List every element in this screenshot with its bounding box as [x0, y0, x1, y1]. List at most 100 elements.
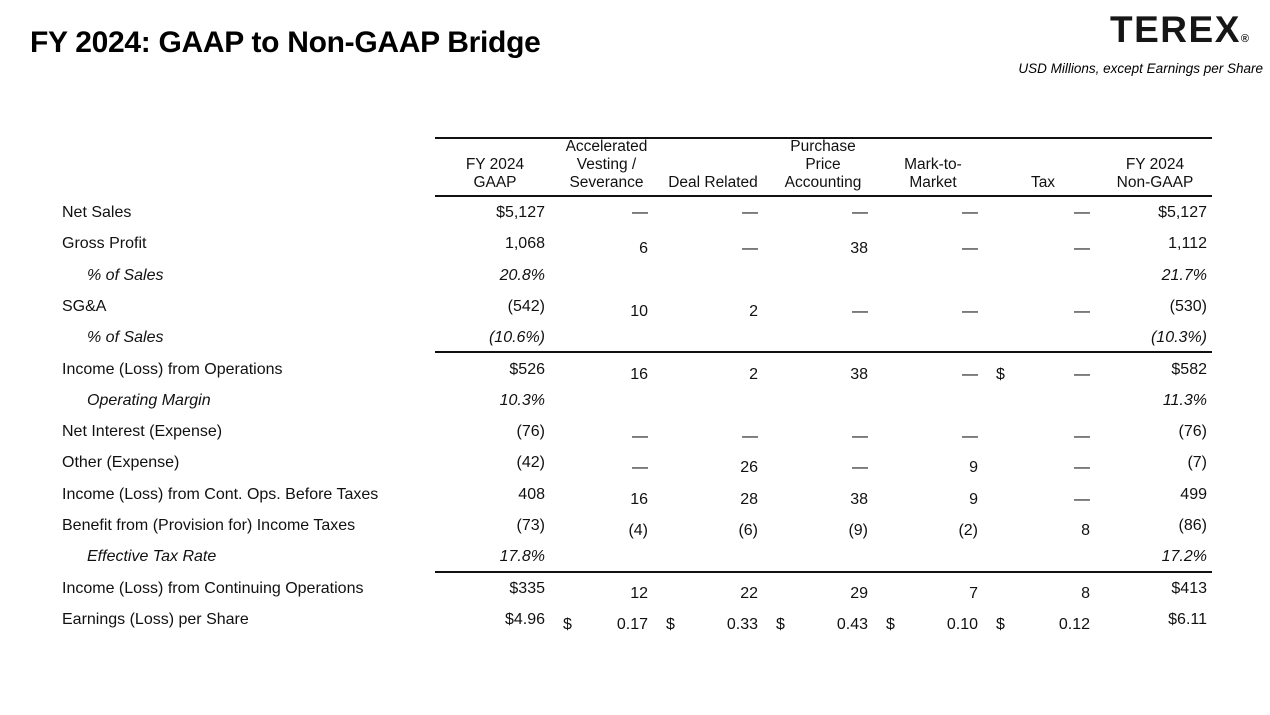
cell: 10: [555, 303, 658, 321]
cell: 16: [555, 366, 658, 384]
cell: —: [768, 428, 878, 446]
cell-value: —: [632, 427, 648, 445]
cell: —: [658, 240, 768, 258]
cell-value: —: [962, 203, 978, 221]
cell-value: 408: [518, 485, 545, 503]
cell-value: 38: [850, 365, 868, 383]
cell-value: 0.33: [726, 615, 758, 633]
column-header: Accelerated Vesting / Severance: [555, 138, 658, 194]
cell: 8: [988, 522, 1098, 540]
currency-prefix: $: [886, 615, 895, 633]
brand-block: TEREX® USD Millions, except Earnings per…: [943, 9, 1263, 77]
cell: (530): [1098, 298, 1212, 316]
cell: $413: [1098, 580, 1212, 598]
cell: 499: [1098, 486, 1212, 504]
cell-value: (76): [1178, 422, 1207, 440]
cell: —: [878, 428, 988, 446]
row-label: Benefit from (Provision for) Income Taxe…: [62, 516, 356, 534]
cell: 7: [878, 585, 988, 603]
currency-prefix: $: [776, 615, 785, 633]
cell-value: —: [742, 427, 758, 445]
cell-value: 499: [1180, 485, 1207, 503]
cell: 38: [768, 491, 878, 509]
cell-value: $4.96: [504, 610, 545, 628]
row-label: Gross Profit: [62, 234, 147, 252]
cell: 1,112: [1098, 235, 1212, 253]
cell-value: —: [962, 239, 978, 257]
table-row: Income (Loss) from Continuing Operations…: [0, 573, 1212, 604]
column-header-line: Tax: [1030, 174, 1056, 191]
cell: (10.6%): [435, 329, 555, 347]
cell-value: 10: [630, 302, 648, 320]
cell: 38: [768, 366, 878, 384]
cell-value: (542): [507, 297, 545, 315]
cell: —: [878, 366, 988, 384]
cell: 28: [658, 491, 768, 509]
cell-value: 20.8%: [499, 266, 545, 284]
cell: $0.17: [555, 616, 658, 634]
cell-value: —: [1074, 490, 1090, 508]
cell-value: 26: [740, 458, 758, 476]
column-header: Deal Related: [658, 174, 768, 194]
column-header-line: Price: [805, 156, 841, 173]
column-header-line: Vesting /: [576, 156, 637, 173]
cell: 6: [555, 240, 658, 258]
column-header: Purchase Price Accounting: [768, 138, 878, 194]
cell: 16: [555, 491, 658, 509]
cell: $0.33: [658, 616, 768, 634]
units-subtitle: USD Millions, except Earnings per Share: [1018, 61, 1263, 76]
cell-value: 28: [740, 490, 758, 508]
cell: (6): [658, 522, 768, 540]
cell-value: 22: [740, 584, 758, 602]
cell-value: —: [852, 427, 868, 445]
cell-value: 38: [850, 490, 868, 508]
column-header-line: Accelerated: [565, 138, 648, 155]
cell: 9: [878, 491, 988, 509]
cell-value: 6: [639, 239, 648, 257]
cell: —: [878, 303, 988, 321]
row-label: % of Sales: [87, 266, 164, 284]
cell: —: [988, 303, 1098, 321]
cell-value: 9: [969, 490, 978, 508]
cell: —: [555, 204, 658, 222]
cell-value: 1,112: [1168, 234, 1207, 252]
cell-value: 16: [630, 490, 648, 508]
cell: —: [658, 204, 768, 222]
cell-value: (10.6%): [488, 328, 545, 346]
cell: 1,068: [435, 235, 555, 253]
cell: $0.43: [768, 616, 878, 634]
cell-value: —: [1074, 365, 1090, 383]
cell-value: —: [962, 365, 978, 383]
cell-value: —: [852, 302, 868, 320]
cell-value: (6): [738, 521, 758, 539]
cell: (9): [768, 522, 878, 540]
row-label: Other (Expense): [62, 453, 180, 471]
cell-value: 0.10: [946, 615, 978, 633]
cell-value: (42): [516, 453, 545, 471]
page-title: FY 2024: GAAP to Non-GAAP Bridge: [30, 26, 541, 59]
cell-value: —: [632, 203, 648, 221]
cell: 38: [768, 240, 878, 258]
currency-prefix: $: [666, 615, 675, 633]
cell: 17.8%: [435, 548, 555, 566]
table-rule-header-bottom: [435, 195, 1212, 197]
row-label: Income (Loss) from Continuing Operations: [62, 579, 364, 597]
cell: 29: [768, 585, 878, 603]
cell: 22: [658, 585, 768, 603]
cell: 2: [658, 366, 768, 384]
cell: $582: [1098, 361, 1212, 379]
logo-text: TEREX: [1110, 9, 1241, 50]
cell-value: —: [1074, 302, 1090, 320]
table-rule-top: [435, 137, 1212, 139]
table-row: Gross Profit 1,068 6 — 38 — — 1,112: [0, 228, 1212, 259]
cell: $0.12: [988, 616, 1098, 634]
cell: —: [878, 240, 988, 258]
cell-value: $335: [509, 579, 545, 597]
cell: 2: [658, 303, 768, 321]
table-row: Effective Tax Rate 17.8% 17.2%: [0, 541, 1212, 572]
cell: 26: [658, 459, 768, 477]
cell: —: [768, 204, 878, 222]
cell-value: —: [1074, 458, 1090, 476]
